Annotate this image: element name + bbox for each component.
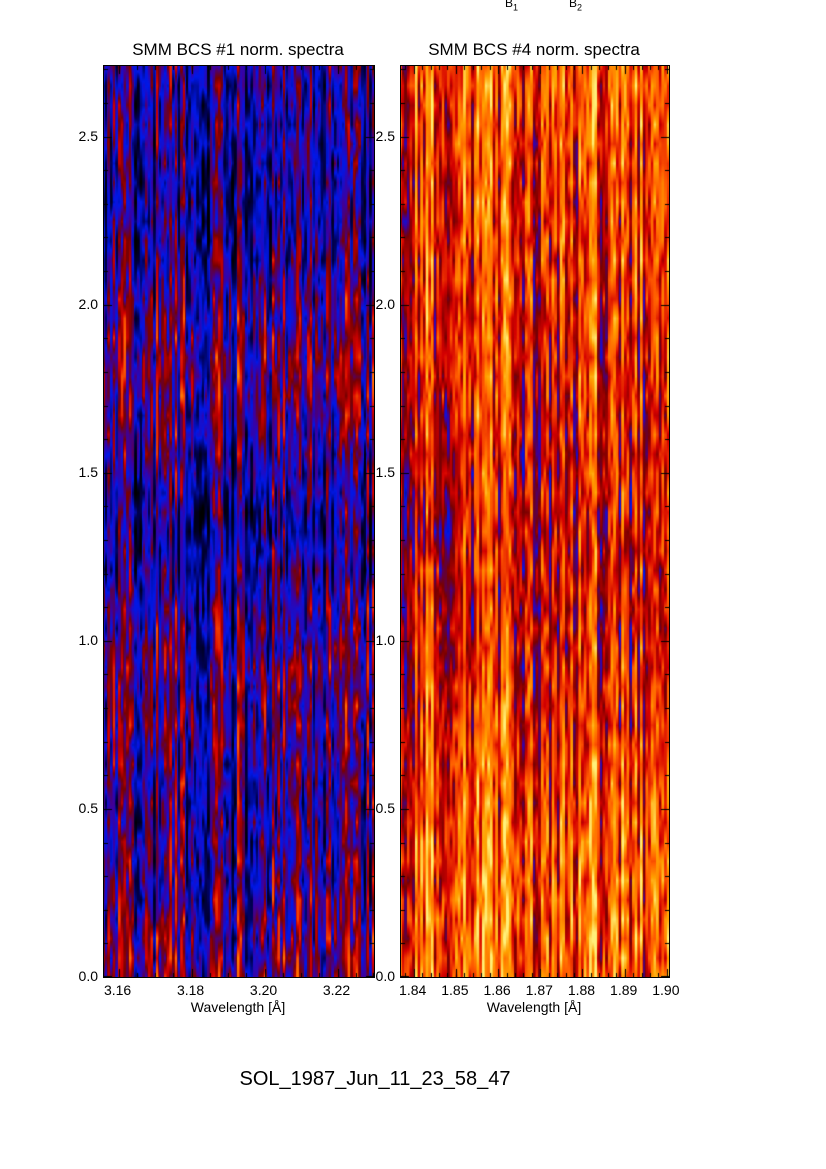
- bcs1-heatmap-canvas: [103, 65, 375, 978]
- b1-subscript: 1: [513, 2, 519, 13]
- x-tick-label: 1.87: [525, 982, 553, 998]
- y-tick-label: 2.5: [375, 127, 395, 144]
- panel-title-bcs1: SMM BCS #1 norm. spectra: [132, 40, 344, 59]
- b1-letter: B: [505, 0, 514, 10]
- x-tick-label: 1.89: [610, 982, 638, 998]
- x-tick-label: 3.22: [322, 982, 351, 998]
- y-tick-label: 0.5: [78, 799, 98, 816]
- y-tick-label: 1.0: [78, 631, 98, 648]
- x-tick-label: 1.86: [483, 982, 511, 998]
- sol-event-caption: SOL_1987_Jun_11_23_58_47: [239, 1068, 511, 1090]
- y-tick-label: 2.0: [78, 295, 98, 312]
- x-tick-label: 1.84: [399, 982, 427, 998]
- y-tick-label: 1.5: [78, 463, 98, 480]
- y-tick-label: 2.0: [375, 295, 395, 312]
- x-tick-label: 1.88: [567, 982, 596, 998]
- panel-title-bcs4: SMM BCS #4 norm. spectra: [428, 40, 640, 59]
- x-tick-label: 3.16: [103, 982, 132, 998]
- x-tick-label: 1.90: [652, 982, 680, 998]
- x-tick-label: 3.18: [176, 982, 205, 998]
- b2-line-label: B2: [569, 0, 582, 12]
- bcs1-x-axis-label: Wavelength [Å]: [190, 999, 286, 1015]
- x-tick-label: 3.20: [249, 982, 278, 998]
- y-tick-label: 2.5: [78, 127, 98, 144]
- b1-line-label: B1: [505, 0, 518, 12]
- bcs4-heatmap-canvas: [400, 65, 670, 978]
- y-tick-label: 0.0: [78, 968, 98, 984]
- x-tick-label: 1.85: [441, 982, 469, 998]
- y-tick-label: 1.5: [375, 463, 395, 480]
- b2-subscript: 2: [577, 2, 583, 13]
- b2-letter: B: [569, 0, 578, 10]
- y-tick-label: 0.0: [375, 968, 395, 984]
- bcs4-x-axis-label: Wavelength [Å]: [486, 999, 582, 1015]
- y-tick-label: 0.5: [375, 799, 395, 816]
- y-tick-label: 1.0: [375, 631, 395, 648]
